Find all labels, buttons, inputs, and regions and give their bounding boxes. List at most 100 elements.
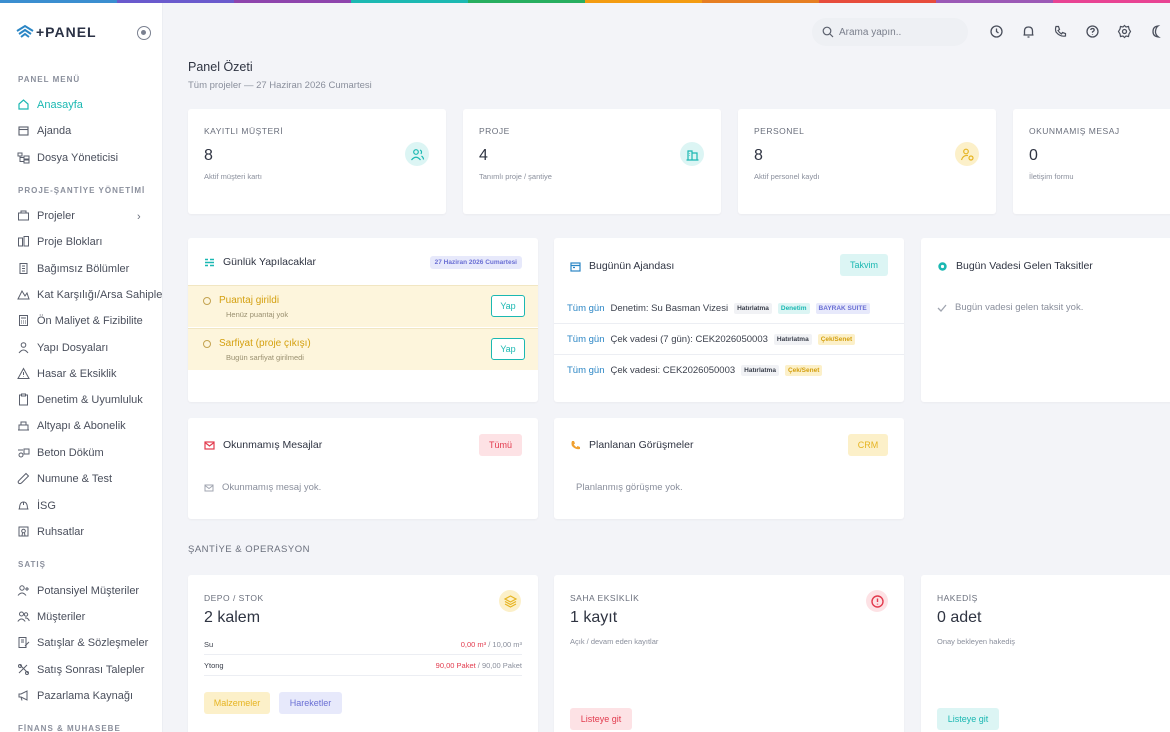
sidebar-item-label: Hasar & Eksiklik: [37, 367, 117, 380]
agenda-time: Tüm gün: [567, 302, 605, 314]
calendar-icon: [17, 124, 30, 137]
worker-icon: [17, 341, 30, 354]
sidebar-item-label: Proje Blokları: [37, 235, 103, 248]
tag-badge: Çek/Senet: [817, 333, 856, 345]
folder-tree-icon: [17, 151, 30, 164]
op-desc: Onay bekleyen hakediş: [937, 637, 1015, 646]
sidebar-item-ruhsatlar[interactable]: Ruhsatlar: [17, 525, 84, 538]
sidebar-item-potansiyel-musteriler[interactable]: Potansiyel Müşteriler: [17, 584, 139, 597]
agenda-row[interactable]: Tüm gün Denetim: Su Basman Vizesi Hatırl…: [554, 293, 904, 324]
sidebar-item-isg[interactable]: İSG: [17, 499, 56, 512]
list-check-icon: [205, 258, 214, 266]
sidebar-item-ajanda[interactable]: Ajanda: [17, 124, 71, 137]
card-title: Günlük Yapılacaklar: [204, 256, 316, 268]
sidebar-item-numune-test[interactable]: Numune & Test: [17, 472, 112, 485]
notification-bell-icon[interactable]: [1021, 24, 1036, 39]
sidebar-item-hasar-eksiklik[interactable]: Hasar & Eksiklik: [17, 367, 116, 380]
stat-card-proje[interactable]: PROJE 4 Tanımlı proje / şantiye: [463, 109, 721, 214]
sidebar-item-label: Anasayfa: [37, 98, 83, 111]
todo-title: Sarfiyat (proje çıkışı): [219, 338, 311, 349]
movements-button[interactable]: Hareketler: [279, 692, 342, 714]
mail-icon: [204, 440, 215, 450]
op-value: 0 adet: [937, 609, 982, 626]
agenda-text: Çek vadesi (7 gün): CEK2026050003: [610, 333, 768, 345]
page-subtitle: Tüm projeler — 27 Haziran 2026 Cumartesi: [188, 80, 372, 91]
sidebar-item-denetim[interactable]: Denetim & Uyumluluk: [17, 393, 143, 406]
agenda-text: Çek vadesi: CEK2026050003: [610, 365, 736, 376]
sidebar-item-beton-dokum[interactable]: Beton Döküm: [17, 446, 104, 459]
sidebar-item-label: Satış Sonrası Talepler: [37, 663, 145, 676]
stat-label: OKUNMAMIŞ MESAJ: [1029, 126, 1120, 136]
concrete-icon: [17, 446, 30, 459]
crm-button[interactable]: CRM: [848, 434, 888, 456]
stat-desc: Tanımlı proje / şantiye: [479, 172, 552, 181]
sidebar-item-kat-karsiligi[interactable]: Kat Karşılığı/Arsa Sahipleri: [17, 288, 163, 301]
calendar-button[interactable]: Takvim: [840, 254, 888, 276]
sidebar-toggle-icon[interactable]: [137, 26, 151, 40]
sidebar-item-label: Kat Karşılığı/Arsa Sahipleri: [37, 288, 163, 301]
sidebar-item-satislar[interactable]: Satışlar & Sözleşmeler: [17, 636, 148, 649]
sidebar-item-yapi-dosyalari[interactable]: Yapı Dosyaları: [17, 341, 108, 354]
chevron-right-icon[interactable]: ›: [137, 211, 141, 223]
todo-item: Puantaj girildi Henüz puantaj yok Yap: [188, 285, 538, 327]
section-title: ŞANTİYE & OPERASYON: [188, 544, 310, 555]
sidebar: +PANEL PANEL MENÜ PROJE-ŞANTİYE YÖNETİMİ…: [0, 0, 163, 732]
sidebar-item-proje-bloklari[interactable]: Proje Blokları: [17, 235, 102, 248]
layers-icon: [499, 590, 521, 612]
search-input[interactable]: Arama yapın..: [812, 18, 968, 46]
tag-badge: BAYRAK SUITE: [815, 302, 870, 314]
calendar-icon: [570, 261, 581, 272]
stat-card-mesaj[interactable]: OKUNMAMIŞ MESAJ 0 İletişim formu: [1013, 109, 1170, 214]
infrastructure-icon: [17, 419, 30, 432]
money-icon: [938, 261, 947, 271]
agenda-card: Bugünün Ajandası Takvim Tüm gün Denetim:…: [554, 238, 904, 402]
materials-button[interactable]: Malzemeler: [204, 692, 270, 714]
tag-badge: Çek/Senet: [784, 365, 823, 376]
page-title: Panel Özeti: [188, 60, 253, 74]
brand-logo[interactable]: +PANEL: [16, 24, 97, 40]
dark-mode-moon-icon[interactable]: [1149, 24, 1164, 39]
todo-do-button[interactable]: Yap: [491, 295, 525, 317]
sidebar-item-label: Ruhsatlar: [37, 525, 85, 538]
sidebar-section-title: FİNANS & MUHASEBE: [18, 724, 121, 732]
history-icon[interactable]: [989, 24, 1004, 39]
sidebar-item-projeler[interactable]: Projeler: [17, 209, 75, 222]
all-messages-button[interactable]: Tümü: [479, 434, 522, 456]
stock-total: / 90,00 Paket: [475, 660, 522, 670]
defects-list-button[interactable]: Listeye git: [570, 708, 632, 730]
stat-label: PROJE: [479, 126, 510, 136]
tag-badge: Hatırlatma: [734, 302, 772, 314]
sidebar-item-label: Satışlar & Sözleşmeler: [37, 636, 149, 649]
users-icon: [17, 610, 30, 623]
stat-card-personel[interactable]: PERSONEL 8 Aktif personel kaydı: [738, 109, 996, 214]
agenda-row[interactable]: Tüm gün Çek vadesi (7 gün): CEK202605000…: [554, 324, 904, 355]
circle-icon: [203, 297, 211, 305]
sidebar-item-pazarlama[interactable]: Pazarlama Kaynağı: [17, 689, 133, 702]
sidebar-item-bagimsiz-bolumler[interactable]: Bağımsız Bölümler: [17, 262, 129, 275]
sidebar-item-altyapi[interactable]: Altyapı & Abonelik: [17, 419, 126, 432]
settings-gear-icon[interactable]: [1117, 24, 1132, 39]
meetings-card: Planlanan Görüşmeler CRM Planlanmış görü…: [554, 418, 904, 519]
op-value: 2 kalem: [204, 609, 261, 626]
card-title: Planlanan Görüşmeler: [570, 439, 693, 451]
empty-state: Okunmamış mesaj yok.: [204, 482, 321, 493]
home-icon: [17, 98, 30, 111]
todo-do-button[interactable]: Yap: [491, 338, 525, 360]
sidebar-item-label: İSG: [37, 499, 56, 512]
help-icon[interactable]: [1085, 24, 1100, 39]
agenda-row[interactable]: Tüm gün Çek vadesi: CEK2026050003 Hatırl…: [554, 355, 904, 386]
phone-icon[interactable]: [1053, 24, 1068, 39]
sidebar-item-musteriler[interactable]: Müşteriler: [17, 610, 85, 623]
progress-list-button[interactable]: Listeye git: [937, 708, 999, 730]
sidebar-item-satis-sonrasi[interactable]: Satış Sonrası Talepler: [17, 663, 144, 676]
blocks-icon: [17, 235, 30, 248]
stat-desc: İletişim formu: [1029, 172, 1074, 181]
todo-sub: Bugün sarfiyat girilmedi: [226, 353, 304, 362]
license-icon: [17, 525, 30, 538]
sidebar-item-dosya-yoneticisi[interactable]: Dosya Yöneticisi: [17, 151, 118, 164]
sidebar-item-on-maliyet[interactable]: Ön Maliyet & Fizibilite: [17, 314, 143, 327]
sidebar-item-anasayfa[interactable]: Anasayfa: [17, 98, 83, 111]
sidebar-item-label: Müşteriler: [37, 610, 86, 623]
sidebar-item-label: Potansiyel Müşteriler: [37, 584, 140, 597]
stat-card-musteri[interactable]: KAYITLI MÜŞTERİ 8 Aktif müşteri kartı: [188, 109, 446, 214]
